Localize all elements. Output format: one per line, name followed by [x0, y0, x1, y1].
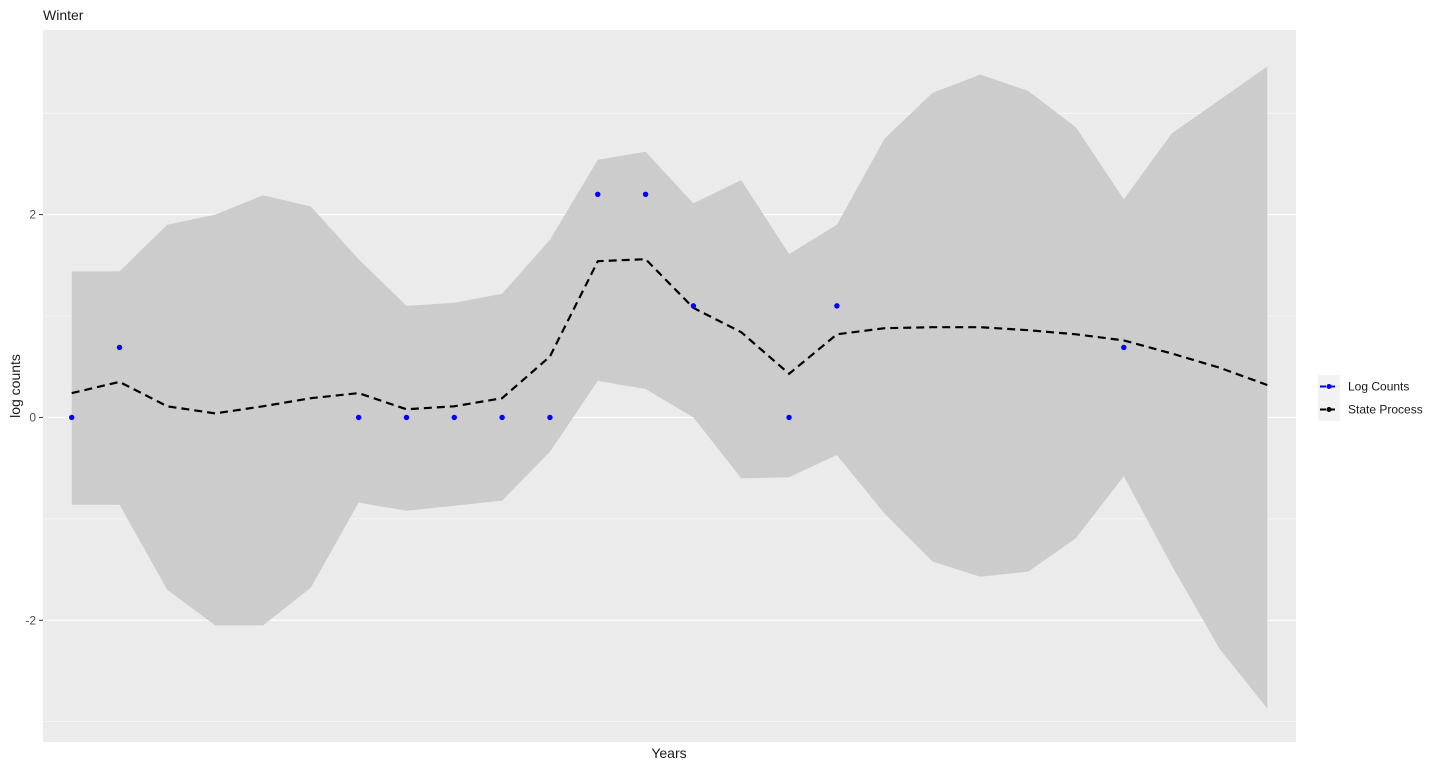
- y-axis-title: log counts: [7, 354, 23, 418]
- log-count-points-layer: [68, 191, 1127, 421]
- legend-label: State Process: [1348, 403, 1423, 417]
- y-tick-label: -2: [25, 613, 36, 627]
- log-count-point: [834, 303, 840, 309]
- log-count-point: [355, 414, 362, 421]
- x-axis-title: Years: [651, 745, 686, 761]
- log-count-point: [68, 414, 75, 421]
- y-tick-label: 0: [29, 410, 36, 424]
- state-process-line: [71, 258, 1268, 415]
- log-count-point: [690, 303, 697, 309]
- log-count-point: [403, 414, 410, 421]
- legend-key-point: [1326, 384, 1332, 389]
- confidence-ribbon: [71, 66, 1268, 709]
- confidence-ribbon-layer: [71, 66, 1268, 709]
- log-count-point: [116, 344, 123, 351]
- log-count-point: [786, 414, 792, 421]
- log-count-point: [547, 414, 553, 421]
- log-count-point: [1121, 344, 1127, 351]
- log-count-point: [642, 191, 649, 198]
- log-count-point: [499, 414, 505, 421]
- legend-label: Log Counts: [1348, 380, 1409, 394]
- log-count-point: [451, 414, 457, 421]
- state-process-line-layer: [71, 258, 1268, 415]
- legend-key-point: [1326, 407, 1332, 412]
- legend: Log Counts State Process: [1318, 375, 1423, 421]
- log-count-point: [595, 191, 601, 198]
- chart-title: Winter: [43, 7, 84, 23]
- y-tick-label: 2: [29, 208, 36, 222]
- y-axis-ticks: -2 0 2: [25, 208, 43, 627]
